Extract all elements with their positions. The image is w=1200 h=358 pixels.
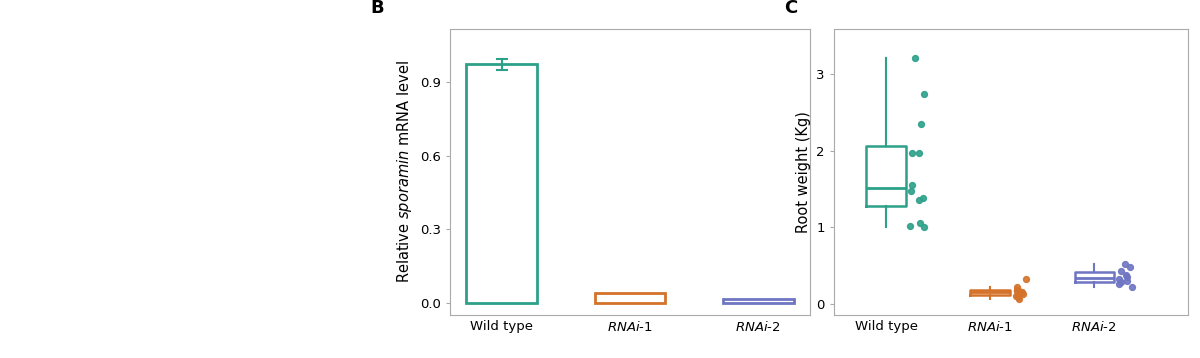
Point — [902, 150, 922, 156]
Text: B: B — [371, 0, 384, 17]
Point — [1012, 289, 1031, 295]
Point — [1009, 289, 1028, 294]
Point — [914, 224, 934, 230]
Point — [910, 150, 929, 156]
Point — [1122, 284, 1141, 290]
Point — [1007, 287, 1026, 293]
Bar — [724, 299, 793, 303]
Point — [1111, 268, 1130, 274]
Point — [1116, 272, 1135, 277]
Point — [1009, 291, 1028, 296]
Point — [1110, 282, 1129, 287]
Point — [1010, 289, 1030, 295]
Point — [1010, 296, 1030, 302]
Text: $\mathit{RNAi}$-$\mathit{1}$: $\mathit{RNAi}$-$\mathit{1}$ — [209, 25, 252, 39]
Text: C: C — [785, 0, 798, 17]
Point — [1007, 288, 1026, 294]
Point — [901, 188, 920, 193]
Bar — [467, 64, 536, 303]
Point — [911, 221, 930, 226]
Point — [1014, 291, 1033, 297]
Text: Wild type: Wild type — [60, 25, 119, 38]
Point — [1111, 279, 1130, 285]
Text: A: A — [17, 11, 31, 29]
Point — [910, 198, 929, 203]
Point — [913, 195, 932, 201]
Point — [1016, 276, 1036, 282]
Point — [901, 223, 920, 228]
Text: $\mathit{RNAi}$-$\mathit{2}$: $\mathit{RNAi}$-$\mathit{2}$ — [336, 25, 379, 39]
Bar — [595, 293, 665, 303]
Point — [902, 182, 922, 188]
Point — [914, 91, 934, 96]
Y-axis label: Relative $\mathit{sporamin}$ mRNA level: Relative $\mathit{sporamin}$ mRNA level — [396, 61, 414, 283]
Point — [1117, 274, 1136, 280]
Point — [1109, 276, 1128, 282]
Point — [1120, 264, 1139, 270]
Point — [1009, 295, 1028, 300]
Point — [911, 121, 930, 127]
Point — [906, 55, 925, 61]
Point — [1117, 278, 1136, 284]
Point — [1007, 293, 1026, 299]
Point — [1115, 261, 1134, 267]
Y-axis label: Root weight (Kg): Root weight (Kg) — [796, 111, 811, 233]
Point — [1008, 284, 1027, 290]
